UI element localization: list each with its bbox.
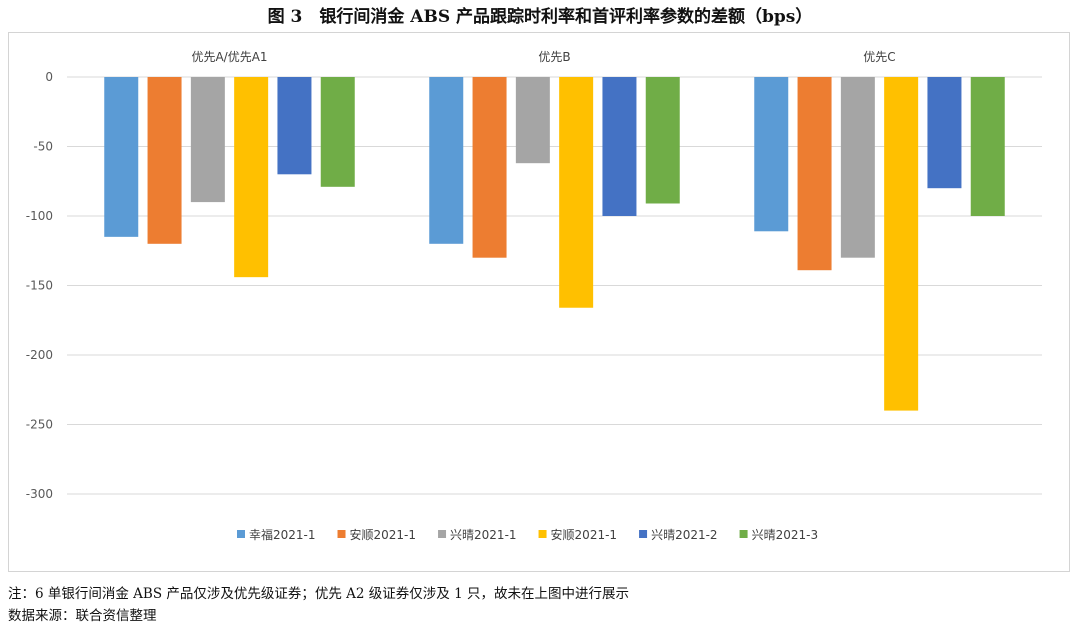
y-tick-label: -200 [26, 348, 53, 362]
legend-entry: 兴晴2021-2 [651, 528, 718, 542]
y-tick-label: -50 [33, 140, 53, 154]
bar [277, 77, 312, 175]
bar [602, 77, 637, 216]
data-source: 数据来源：联合资信整理 [8, 608, 157, 624]
legend-entry: 兴晴2021-1 [450, 528, 517, 542]
bar [472, 77, 507, 258]
legend-swatch [438, 530, 447, 538]
y-axis-ticks: 0 -50 -100 -150 -200 -250 -300 [26, 70, 53, 501]
y-tick-label: -150 [26, 279, 53, 293]
y-tick-label: -100 [26, 209, 53, 223]
legend-swatch [237, 530, 245, 538]
bar [104, 77, 139, 237]
legend-swatch [639, 530, 648, 538]
bar [754, 77, 789, 232]
bar [645, 77, 680, 204]
legend-swatch [337, 530, 346, 538]
legend: 幸福2021-1 安顺2021-1 兴晴2021-1 安顺2021-1 兴晴2021-2… [237, 527, 818, 542]
category-labels: 优先A/优先A1 优先B 优先C [191, 50, 895, 64]
bar [234, 77, 269, 278]
bar [320, 77, 355, 187]
legend-swatch [739, 530, 748, 538]
legend-swatch [538, 530, 547, 538]
grid-lines [67, 76, 1042, 495]
bar [927, 77, 962, 189]
y-tick-label: -250 [26, 418, 53, 432]
bar [797, 77, 832, 271]
category-label: 优先A/优先A1 [191, 50, 267, 64]
bar [147, 77, 182, 244]
legend-entry: 兴晴2021-3 [752, 528, 819, 542]
category-label: 优先C [863, 50, 895, 64]
y-tick-label: -300 [26, 487, 53, 501]
legend-entry: 安顺2021-1 [350, 527, 417, 542]
bars [104, 77, 1005, 411]
bar [840, 77, 875, 258]
bar [429, 77, 464, 244]
bar [884, 77, 919, 411]
bar [559, 77, 594, 308]
bar-chart: 0-50-100-150-200-250-300 优先A/优先A1 优先B 优先C … [26, 50, 1042, 542]
legend-entry: 幸福2021-1 [249, 527, 316, 542]
bar [970, 77, 1005, 216]
footnote: 注：6 单银行间消金 ABS 产品仅涉及优先级证券；优先 A2 级证券仅涉及 1… [8, 586, 629, 602]
bar [190, 77, 225, 203]
category-label: 优先B [538, 50, 570, 64]
chart-title: 图 3 银行间消金 ABS 产品跟踪时利率和首评利率参数的差额（bps） [267, 7, 813, 27]
y-tick-label: 0 [45, 70, 53, 84]
bar [515, 77, 550, 164]
legend-entry: 安顺2021-1 [551, 527, 618, 542]
